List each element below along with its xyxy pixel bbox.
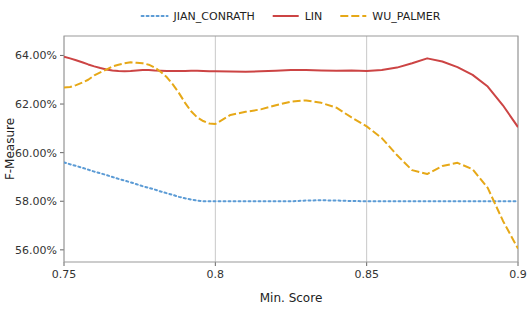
tick-mark	[64, 262, 65, 266]
tick-label: 56.00%	[15, 244, 57, 257]
tick-mark	[60, 55, 64, 56]
legend-swatch	[142, 15, 168, 17]
grid-line	[215, 36, 216, 262]
axis-label: Min. Score	[260, 291, 323, 305]
tick-label: 64.00%	[15, 49, 57, 62]
chart: 0.75 0.8 0.85 0.9 56.00% 58.00% 60.00% 62.00% 64…	[0, 0, 532, 310]
plot-background	[64, 36, 518, 262]
tick-label: 60.00%	[15, 147, 57, 160]
plot-frame	[64, 36, 518, 262]
tick-mark	[366, 262, 367, 266]
tick-mark	[60, 104, 64, 105]
legend-swatch	[340, 15, 366, 17]
tick-label: 0.85	[354, 268, 379, 281]
series-line	[64, 62, 518, 248]
tick-mark	[60, 152, 64, 153]
grid-line	[366, 36, 367, 262]
legend-label: JIAN_CONRATH	[173, 10, 255, 23]
tick-label: 0.75	[52, 268, 77, 281]
legend-item: LIN	[273, 10, 323, 23]
legend-swatch	[273, 15, 299, 17]
axis-label: F-Measure	[3, 118, 17, 180]
legend-item: JIAN_CONRATH	[142, 10, 255, 23]
series-group	[64, 57, 518, 249]
legend-label: WU_PALMER	[372, 10, 440, 23]
tick-label: 58.00%	[15, 195, 57, 208]
tick-mark	[518, 262, 519, 266]
series-line	[64, 57, 518, 127]
series-line	[64, 162, 518, 201]
tick-label: 62.00%	[15, 98, 57, 111]
tick-mark	[60, 249, 64, 250]
tick-mark	[60, 201, 64, 202]
tick-label: 0.8	[207, 268, 225, 281]
tick-mark	[215, 262, 216, 266]
legend-item: WU_PALMER	[340, 10, 440, 23]
legend: JIAN_CONRATH LIN WU_PALMER	[142, 10, 441, 23]
legend-label: LIN	[305, 10, 323, 23]
tick-label: 0.9	[509, 268, 527, 281]
